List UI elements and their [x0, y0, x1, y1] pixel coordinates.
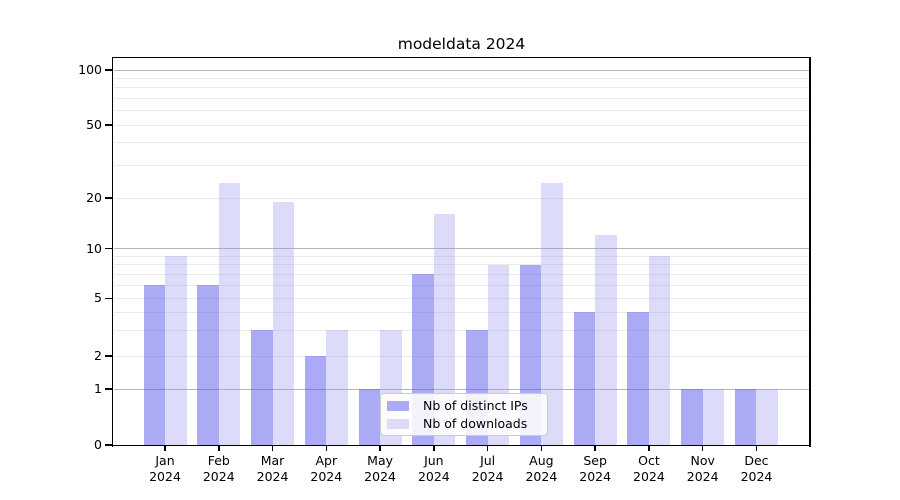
minor-gridline	[114, 197, 809, 199]
legend-item-downloads: Nb of downloads	[387, 415, 547, 431]
bar-distinct-ips	[627, 312, 649, 445]
major-gridline	[114, 248, 809, 249]
y-axis-tick	[105, 355, 112, 357]
x-axis-tick-label: Jul 2024	[471, 453, 504, 484]
bar-distinct-ips	[734, 389, 757, 445]
left-spine	[111, 56, 114, 447]
y-axis-tick-label: 50	[86, 117, 102, 132]
x-axis-tick-label: Jun 2024	[417, 453, 450, 484]
legend-item-distinct-ips: Nb of distinct IPs	[387, 397, 547, 413]
minor-gridline	[114, 355, 809, 357]
minor-gridline	[114, 77, 809, 79]
bar-distinct-ips	[197, 285, 219, 445]
x-axis-tick-label: Oct 2024	[633, 453, 665, 484]
bottom-spine	[111, 444, 811, 447]
x-axis-tick	[755, 445, 758, 451]
x-axis-tick	[325, 445, 328, 451]
bar-downloads	[756, 389, 778, 445]
minor-gridline	[114, 110, 809, 112]
minor-gridline	[114, 264, 809, 266]
x-axis-tick-label: Jan 2024	[149, 453, 181, 484]
x-axis-tick-label: Nov 2024	[686, 453, 719, 484]
y-axis-tick-label: 0	[94, 437, 102, 452]
y-axis-tick-label: 5	[94, 290, 102, 306]
y-axis-tick-label: 10	[86, 240, 102, 256]
bar-distinct-ips	[143, 285, 165, 445]
bar-distinct-ips	[681, 389, 703, 445]
bar-downloads	[326, 330, 348, 445]
major-gridline	[114, 388, 809, 390]
y-axis-tick	[105, 124, 112, 126]
y-axis-tick	[105, 247, 112, 250]
major-gridline	[114, 69, 809, 71]
x-axis-tick-label: Dec 2024	[740, 453, 773, 484]
y-axis-tick-label: 1	[94, 381, 102, 396]
bar-downloads	[165, 256, 187, 445]
y-axis-tick	[105, 69, 112, 71]
x-axis-tick	[486, 445, 489, 451]
minor-gridline	[114, 329, 809, 331]
bar-downloads	[702, 389, 725, 445]
x-axis-tick	[217, 445, 220, 451]
chart-title: modeldata 2024	[397, 35, 526, 53]
y-axis-tick-label: 2	[94, 348, 102, 363]
legend-swatch-downloads	[387, 418, 409, 429]
legend-label-downloads: Nb of downloads	[423, 415, 528, 431]
x-axis-tick	[433, 445, 435, 451]
y-axis-tick-label: 100	[78, 62, 102, 77]
top-spine	[111, 56, 811, 59]
minor-gridline	[114, 311, 809, 313]
bar-downloads	[595, 235, 617, 445]
x-axis-tick	[594, 445, 596, 451]
bar-downloads	[541, 183, 563, 445]
minor-gridline	[114, 97, 809, 99]
right-spine	[809, 56, 811, 447]
x-axis-tick-label: Sep 2024	[579, 453, 612, 484]
bar-distinct-ips	[358, 389, 381, 445]
minor-gridline	[114, 124, 809, 126]
y-axis-tick	[105, 444, 112, 446]
x-axis-tick	[540, 445, 543, 451]
y-axis-tick	[105, 297, 112, 300]
bar-downloads	[218, 183, 241, 445]
legend-label-distinct-ips: Nb of distinct IPs	[423, 397, 528, 413]
bar-distinct-ips	[251, 330, 273, 445]
x-axis-tick-label: May 2024	[364, 453, 396, 484]
minor-gridline	[114, 165, 809, 167]
bar-downloads	[648, 256, 671, 445]
legend-swatch-distinct-ips	[387, 400, 409, 411]
x-axis-tick-label: Mar 2024	[256, 453, 289, 484]
bar-distinct-ips	[573, 312, 596, 445]
minor-gridline	[114, 273, 809, 275]
y-axis-tick	[105, 197, 112, 199]
x-axis-tick	[379, 445, 381, 451]
bar-downloads	[272, 201, 295, 445]
y-axis-tick	[105, 388, 112, 390]
minor-gridline	[114, 87, 809, 89]
minor-gridline	[114, 297, 809, 299]
x-axis-tick-label: Apr 2024	[310, 453, 343, 484]
x-axis-tick-label: Feb 2024	[202, 453, 235, 484]
minor-gridline	[114, 142, 809, 144]
y-axis-tick-label: 20	[86, 190, 102, 205]
x-axis-tick-label: Aug 2024	[525, 453, 558, 484]
minor-gridline	[114, 284, 809, 286]
x-axis-tick	[701, 445, 704, 451]
x-axis-tick	[271, 445, 274, 451]
minor-gridline	[114, 255, 809, 257]
bar-distinct-ips	[304, 356, 327, 445]
x-axis-tick	[164, 445, 166, 451]
x-axis-tick	[648, 445, 650, 451]
bar-downloads	[433, 214, 456, 445]
legend: Nb of distinct IPs Nb of downloads	[380, 393, 548, 436]
